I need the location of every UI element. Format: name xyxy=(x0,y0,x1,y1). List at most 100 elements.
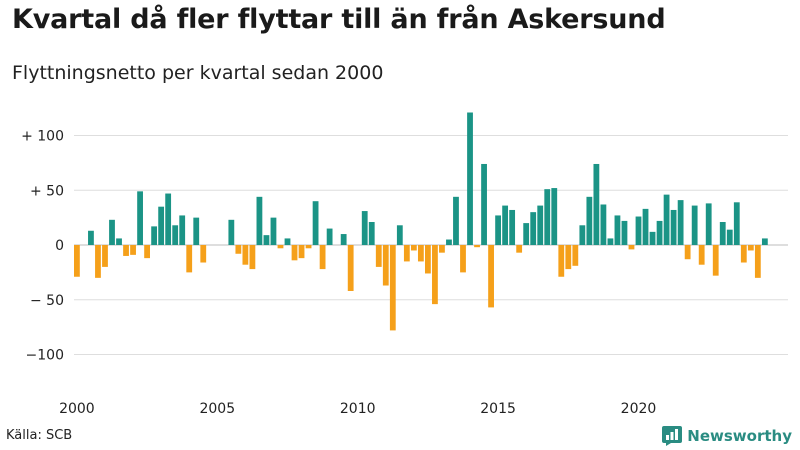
brand-name: Newsworthy xyxy=(687,427,792,445)
bar xyxy=(242,245,249,265)
bar xyxy=(495,215,501,245)
bar xyxy=(747,245,754,251)
bar xyxy=(382,245,389,286)
bar xyxy=(158,206,165,245)
bar xyxy=(460,245,466,273)
bar xyxy=(403,245,410,262)
bar xyxy=(635,216,642,245)
bar xyxy=(312,201,319,245)
x-tick-label: 2005 xyxy=(199,401,235,417)
bar xyxy=(446,239,452,245)
bar xyxy=(579,225,586,245)
bar xyxy=(607,238,614,245)
bar xyxy=(347,245,354,291)
y-tick-label: + 50 xyxy=(30,183,64,199)
bar xyxy=(95,245,101,278)
bar xyxy=(740,245,747,263)
bar xyxy=(467,112,473,245)
bar xyxy=(551,188,558,245)
bar xyxy=(642,208,649,245)
bar xyxy=(74,245,80,277)
bar xyxy=(270,217,277,246)
bar xyxy=(186,245,193,273)
bar xyxy=(691,205,698,245)
bar xyxy=(151,226,158,245)
bar xyxy=(663,194,670,245)
bar xyxy=(144,245,150,259)
bar-chart: + 100 + 50 0 − 50 −100 2000 2005 2010 2015 2020 xyxy=(21,112,788,417)
bar xyxy=(621,220,628,245)
x-tick-label: 2000 xyxy=(59,401,95,417)
bar xyxy=(228,219,235,245)
bar xyxy=(361,211,368,246)
bar xyxy=(649,231,656,245)
bar xyxy=(705,203,712,245)
gridlines xyxy=(74,135,788,355)
bar xyxy=(481,163,487,245)
bar xyxy=(291,245,298,261)
bar xyxy=(263,235,270,246)
bar xyxy=(523,223,530,245)
bar-chart-icon xyxy=(662,426,683,446)
bar xyxy=(509,209,516,245)
bar xyxy=(277,245,284,249)
bar xyxy=(432,245,438,305)
bar xyxy=(614,215,621,245)
bar xyxy=(572,245,579,266)
bar xyxy=(417,245,424,262)
bar xyxy=(558,245,565,277)
bar xyxy=(137,191,143,245)
source-note: Källa: SCB xyxy=(6,428,73,443)
bar xyxy=(684,245,691,260)
bar xyxy=(453,196,459,245)
bar xyxy=(179,215,186,245)
chart-title: Kvartal då fler flyttar till än från Ask… xyxy=(12,4,666,35)
bar xyxy=(425,245,431,274)
bar xyxy=(256,196,263,245)
y-tick-label: −100 xyxy=(26,348,64,364)
chart-subtitle: Flyttningsnetto per kvartal sedan 2000 xyxy=(12,62,384,84)
bar xyxy=(502,205,509,245)
bar xyxy=(249,245,256,270)
y-tick-label: 0 xyxy=(55,238,64,254)
bar xyxy=(628,245,635,250)
bar xyxy=(200,245,207,263)
newsworthy-logo: Newsworthy xyxy=(662,426,792,446)
x-axis-labels: 2000 2005 2010 2015 2020 xyxy=(59,401,656,417)
bar xyxy=(123,245,129,256)
bar xyxy=(586,196,593,245)
bar xyxy=(656,220,663,245)
bar xyxy=(537,205,544,245)
bar xyxy=(340,234,347,245)
bar xyxy=(600,204,607,246)
bar xyxy=(389,245,396,331)
bar xyxy=(109,219,115,245)
bar xyxy=(326,228,333,245)
bar xyxy=(319,245,326,270)
bar xyxy=(375,245,382,267)
bar xyxy=(712,245,719,276)
bar xyxy=(193,217,200,246)
bar xyxy=(165,193,172,245)
bar xyxy=(593,163,600,245)
y-axis-labels: + 100 + 50 0 − 50 −100 xyxy=(21,129,64,364)
bar xyxy=(726,229,733,245)
bar xyxy=(516,245,523,253)
bar xyxy=(698,245,705,265)
bar xyxy=(565,245,572,270)
bar xyxy=(116,238,122,245)
x-tick-label: 2015 xyxy=(480,401,516,417)
bar xyxy=(396,225,403,245)
bar xyxy=(761,238,768,245)
bar xyxy=(102,245,108,267)
bar xyxy=(130,245,136,255)
bar xyxy=(733,202,740,245)
y-tick-label: − 50 xyxy=(30,293,64,309)
bar xyxy=(488,245,494,308)
bar xyxy=(284,238,291,245)
bar xyxy=(754,245,761,278)
bar xyxy=(677,200,684,245)
bars xyxy=(74,112,768,331)
bar xyxy=(530,212,537,245)
bar xyxy=(439,245,445,253)
